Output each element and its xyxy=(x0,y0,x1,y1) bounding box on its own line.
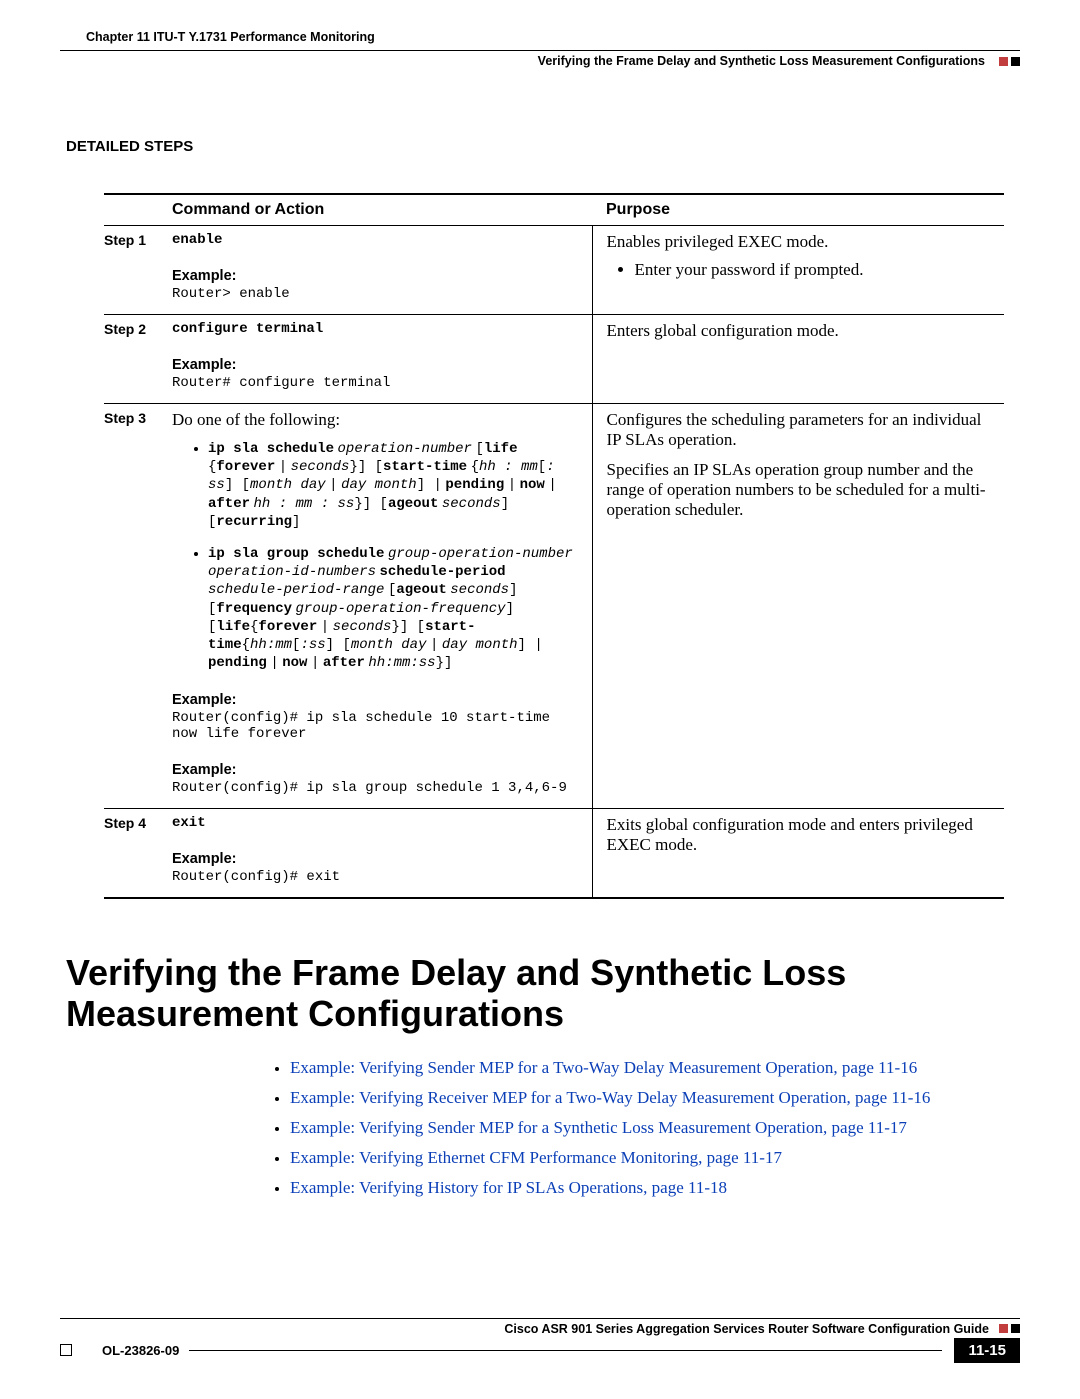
example-label: Example: xyxy=(172,357,578,373)
step-number: Step 2 xyxy=(104,321,146,337)
col-header-purpose: Purpose xyxy=(592,194,1004,226)
chapter-label: Chapter 11 ITU-T Y.1731 Performance Moni… xyxy=(86,30,375,44)
table-row: Step 3 Do one of the following: ip sla s… xyxy=(104,404,1004,809)
table-row: Step 2 configure terminal Example: Route… xyxy=(104,315,1004,404)
section-heading-runner: Verifying the Frame Delay and Synthetic … xyxy=(538,54,985,68)
step-number: Step 1 xyxy=(104,232,146,248)
footer-box-icon xyxy=(60,1344,72,1356)
footer-doc-number: OL-23826-09 xyxy=(102,1343,179,1358)
page-number: 11-15 xyxy=(954,1338,1020,1363)
purpose-text: Enters global configuration mode. xyxy=(607,321,997,341)
xref-link[interactable]: Example: Verifying History for IP SLAs O… xyxy=(290,1178,727,1197)
xref-link[interactable]: Example: Verifying Receiver MEP for a Tw… xyxy=(290,1088,930,1107)
footer-rule xyxy=(60,1318,1020,1319)
table-row: Step 4 exit Example: Router(config)# exi… xyxy=(104,809,1004,899)
example-code: Router(config)# ip sla group schedule 1 … xyxy=(172,780,578,796)
step3-intro: Do one of the following: xyxy=(172,410,578,430)
list-item: Example: Verifying Sender MEP for a Synt… xyxy=(290,1118,1020,1138)
col-header-blank xyxy=(104,194,172,226)
purpose-bullet-item: Enter your password if prompted. xyxy=(635,260,997,280)
list-item: Example: Verifying Ethernet CFM Performa… xyxy=(290,1148,1020,1168)
header-rule xyxy=(60,50,1020,51)
example-label: Example: xyxy=(172,762,578,778)
command-text: configure terminal xyxy=(172,321,578,337)
purpose-text: Enables privileged EXEC mode. xyxy=(607,232,997,252)
example-code: Router(config)# ip sla schedule 10 start… xyxy=(172,710,578,742)
list-item: Example: Verifying Sender MEP for a Two-… xyxy=(290,1058,1020,1078)
purpose-bullet-list: Enter your password if prompted. xyxy=(635,260,997,280)
table-row: Step 1 enable Example: Router> enable En… xyxy=(104,226,1004,315)
col-header-command: Command or Action xyxy=(172,194,592,226)
example-code: Router(config)# exit xyxy=(172,869,578,885)
footer-decoration xyxy=(999,1324,1020,1333)
xref-link[interactable]: Example: Verifying Sender MEP for a Two-… xyxy=(290,1058,917,1077)
command-text: exit xyxy=(172,815,578,831)
page-footer: Cisco ASR 901 Series Aggregation Service… xyxy=(60,1318,1020,1363)
example-code: Router> enable xyxy=(172,286,578,302)
purpose-text: Specifies an IP SLAs operation group num… xyxy=(607,460,997,520)
cross-reference-list: Example: Verifying Sender MEP for a Two-… xyxy=(290,1058,1020,1198)
purpose-text: Exits global configuration mode and ente… xyxy=(607,815,997,855)
list-item: Example: Verifying History for IP SLAs O… xyxy=(290,1178,1020,1198)
example-code: Router# configure terminal xyxy=(172,375,578,391)
example-label: Example: xyxy=(172,692,578,708)
command-option: ip sla schedule operation-number [life {… xyxy=(208,440,578,531)
command-text: enable xyxy=(172,232,578,248)
step-number: Step 3 xyxy=(104,410,146,426)
command-option: ip sla group schedule group-operation-nu… xyxy=(208,545,578,672)
xref-link[interactable]: Example: Verifying Sender MEP for a Synt… xyxy=(290,1118,907,1137)
footer-guide-title: Cisco ASR 901 Series Aggregation Service… xyxy=(504,1322,989,1336)
page-header: Chapter 11 ITU-T Y.1731 Performance Moni… xyxy=(60,28,1020,68)
step-number: Step 4 xyxy=(104,815,146,831)
xref-link[interactable]: Example: Verifying Ethernet CFM Performa… xyxy=(290,1148,782,1167)
purpose-text: Configures the scheduling parameters for… xyxy=(607,410,997,450)
detailed-steps-label: DETAILED STEPS xyxy=(66,138,1020,155)
list-item: Example: Verifying Receiver MEP for a Tw… xyxy=(290,1088,1020,1108)
page-title: Verifying the Frame Delay and Synthetic … xyxy=(66,953,1020,1034)
example-label: Example: xyxy=(172,851,578,867)
command-option-list: ip sla schedule operation-number [life {… xyxy=(208,440,578,672)
steps-table: Command or Action Purpose Step 1 enable … xyxy=(104,193,1004,899)
footer-rule-segment xyxy=(189,1350,942,1351)
example-label: Example: xyxy=(172,268,578,284)
header-decoration xyxy=(999,57,1020,66)
